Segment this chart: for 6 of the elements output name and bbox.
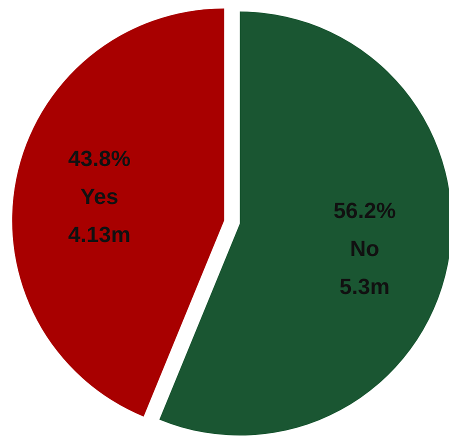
slice-label: No [350, 236, 380, 262]
data-label: 43.8% [68, 146, 131, 171]
data-label: 56.2% [333, 198, 396, 224]
slice-label: Yes [80, 184, 118, 209]
text: 4.13m [68, 222, 131, 247]
text: 5.3m [340, 274, 390, 300]
